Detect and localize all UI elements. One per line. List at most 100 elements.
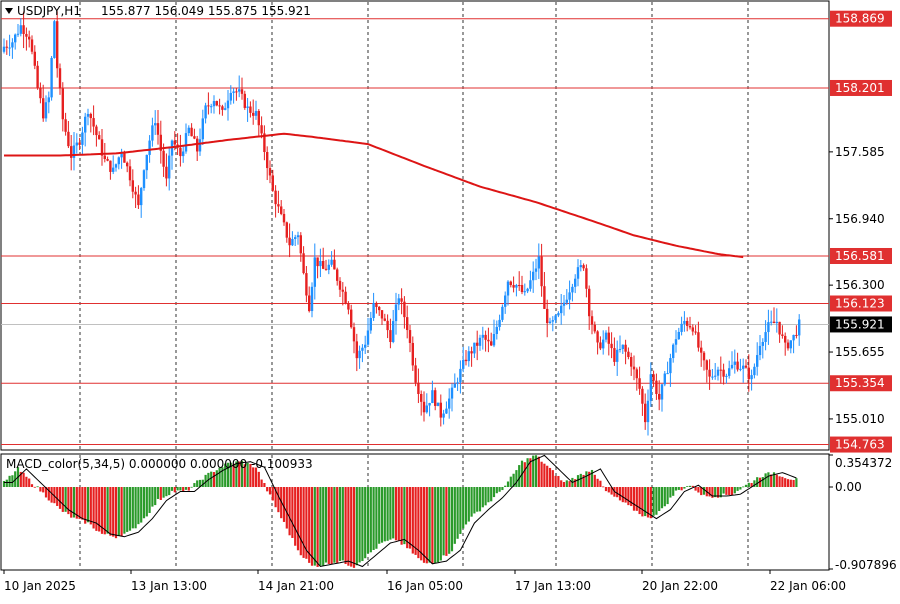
candle-body-145: [408, 330, 412, 343]
macd-bar-118: [333, 487, 336, 563]
time-label-2: 14 Jan 21:00: [258, 579, 334, 593]
macd-bar-60: [170, 487, 174, 491]
macd-bar-159: [448, 487, 451, 554]
macd-bar-244: [686, 486, 689, 488]
macd-bar-53: [151, 487, 154, 507]
candle-body-191: [537, 256, 540, 269]
candle-body-110: [310, 286, 314, 312]
candle-body-179: [504, 295, 507, 307]
candle-body-236: [663, 373, 666, 385]
candle-body-228: [641, 388, 644, 404]
macd-bar-19: [56, 487, 59, 506]
candle-body-78: [221, 106, 224, 110]
macd-bar-62: [176, 487, 179, 491]
level-label-4: 156.581: [835, 249, 885, 263]
macd-bar-129: [364, 487, 367, 559]
candle-body-124: [350, 309, 353, 328]
macd-bar-128: [361, 487, 364, 562]
macd-bar-41: [117, 487, 120, 537]
macd-bar-247: [694, 487, 697, 491]
candle-body-200: [562, 302, 566, 306]
macd-bar-9: [28, 478, 31, 488]
macd-bar-54: [154, 487, 157, 506]
macd-bar-95: [268, 487, 272, 495]
dropdown-triangle-icon[interactable]: [5, 8, 13, 14]
candle-body-18: [53, 21, 56, 58]
macd-bar-140: [394, 487, 398, 541]
macd-bar-233: [655, 487, 658, 515]
candle-body-273: [767, 322, 770, 333]
candle-body-38: [109, 160, 112, 172]
macd-bar-39: [112, 487, 115, 537]
candle-body-122: [344, 291, 347, 304]
candle-body-14: [42, 98, 45, 119]
candle-body-235: [660, 384, 664, 400]
candle-body-12: [36, 65, 39, 88]
candle-body-130: [366, 330, 370, 345]
level-tag-4: [830, 247, 892, 264]
candle-body-275: [772, 321, 776, 324]
macd-bar-142: [400, 487, 403, 545]
candle-body-263: [739, 368, 742, 370]
candle-body-218: [613, 348, 616, 362]
candle-body-54: [154, 123, 157, 126]
macd-bar-267: [750, 482, 753, 488]
level-tag-0: [830, 10, 892, 27]
candle-body-96: [271, 175, 274, 191]
macd-bar-164: [462, 487, 465, 529]
macd-bar-258: [725, 487, 728, 495]
macd-bar-131: [369, 487, 372, 553]
horizontal-levels: [1, 18, 829, 446]
macd-bar-162: [456, 487, 459, 539]
candle-body-230: [646, 400, 650, 423]
candle-body-44: [126, 162, 129, 167]
time-label-5: 20 Jan 22:00: [642, 579, 718, 593]
macd-bar-85: [240, 460, 244, 488]
candle-body-222: [624, 344, 627, 352]
candle-body-203: [571, 286, 574, 293]
candle-body-5: [16, 33, 20, 35]
price-axis: 158.869 158.201 157.585 156.940 156.581 156.3…: [829, 10, 892, 453]
macd-bar-74: [210, 471, 213, 488]
candle-body-281: [789, 340, 792, 349]
macd-bar-153: [431, 487, 434, 564]
macd-bar-175: [492, 487, 496, 498]
candle-body-229: [644, 403, 647, 423]
macd-bar-277: [778, 476, 781, 488]
candle-body-192: [540, 256, 543, 287]
candle-body-69: [196, 138, 199, 152]
candle-body-219: [616, 349, 619, 362]
candle-body-58: [165, 166, 168, 179]
macd-bar-57: [162, 487, 165, 498]
macd-bar-38: [109, 487, 112, 536]
candle-body-188: [529, 280, 532, 289]
macd-bar-101: [285, 487, 288, 529]
macd-bar-3: [11, 475, 14, 488]
macd-bar-29: [84, 487, 87, 524]
candle-body-35: [100, 139, 104, 156]
price-tick-label-2: 157.585: [835, 145, 885, 159]
candle-body-8: [25, 33, 28, 37]
macd-bar-75: [212, 472, 216, 488]
candle-body-39: [112, 167, 115, 172]
macd-bar-239: [672, 487, 675, 496]
candle-body-187: [526, 288, 529, 292]
candle-body-43: [123, 153, 126, 163]
macd-bar-236: [663, 487, 666, 507]
candle-body-221: [621, 344, 624, 349]
macd-bar-23: [67, 487, 70, 515]
macd-bar-87: [246, 462, 249, 488]
macd-bar-206: [579, 473, 582, 488]
macd-bar-264: [742, 486, 745, 488]
macd-bar-7: [22, 472, 25, 488]
candle-body-182: [512, 285, 515, 288]
candle-body-128: [361, 347, 364, 351]
candle-body-264: [742, 365, 745, 369]
macd-bar-254: [714, 487, 717, 498]
candle-body-36: [103, 155, 106, 160]
price-tick-label-3: 156.940: [835, 212, 885, 226]
macd-bar-116: [327, 487, 330, 565]
macd-bar-253: [711, 487, 714, 498]
macd-bar-64: [182, 487, 185, 492]
candle-body-186: [523, 291, 526, 293]
